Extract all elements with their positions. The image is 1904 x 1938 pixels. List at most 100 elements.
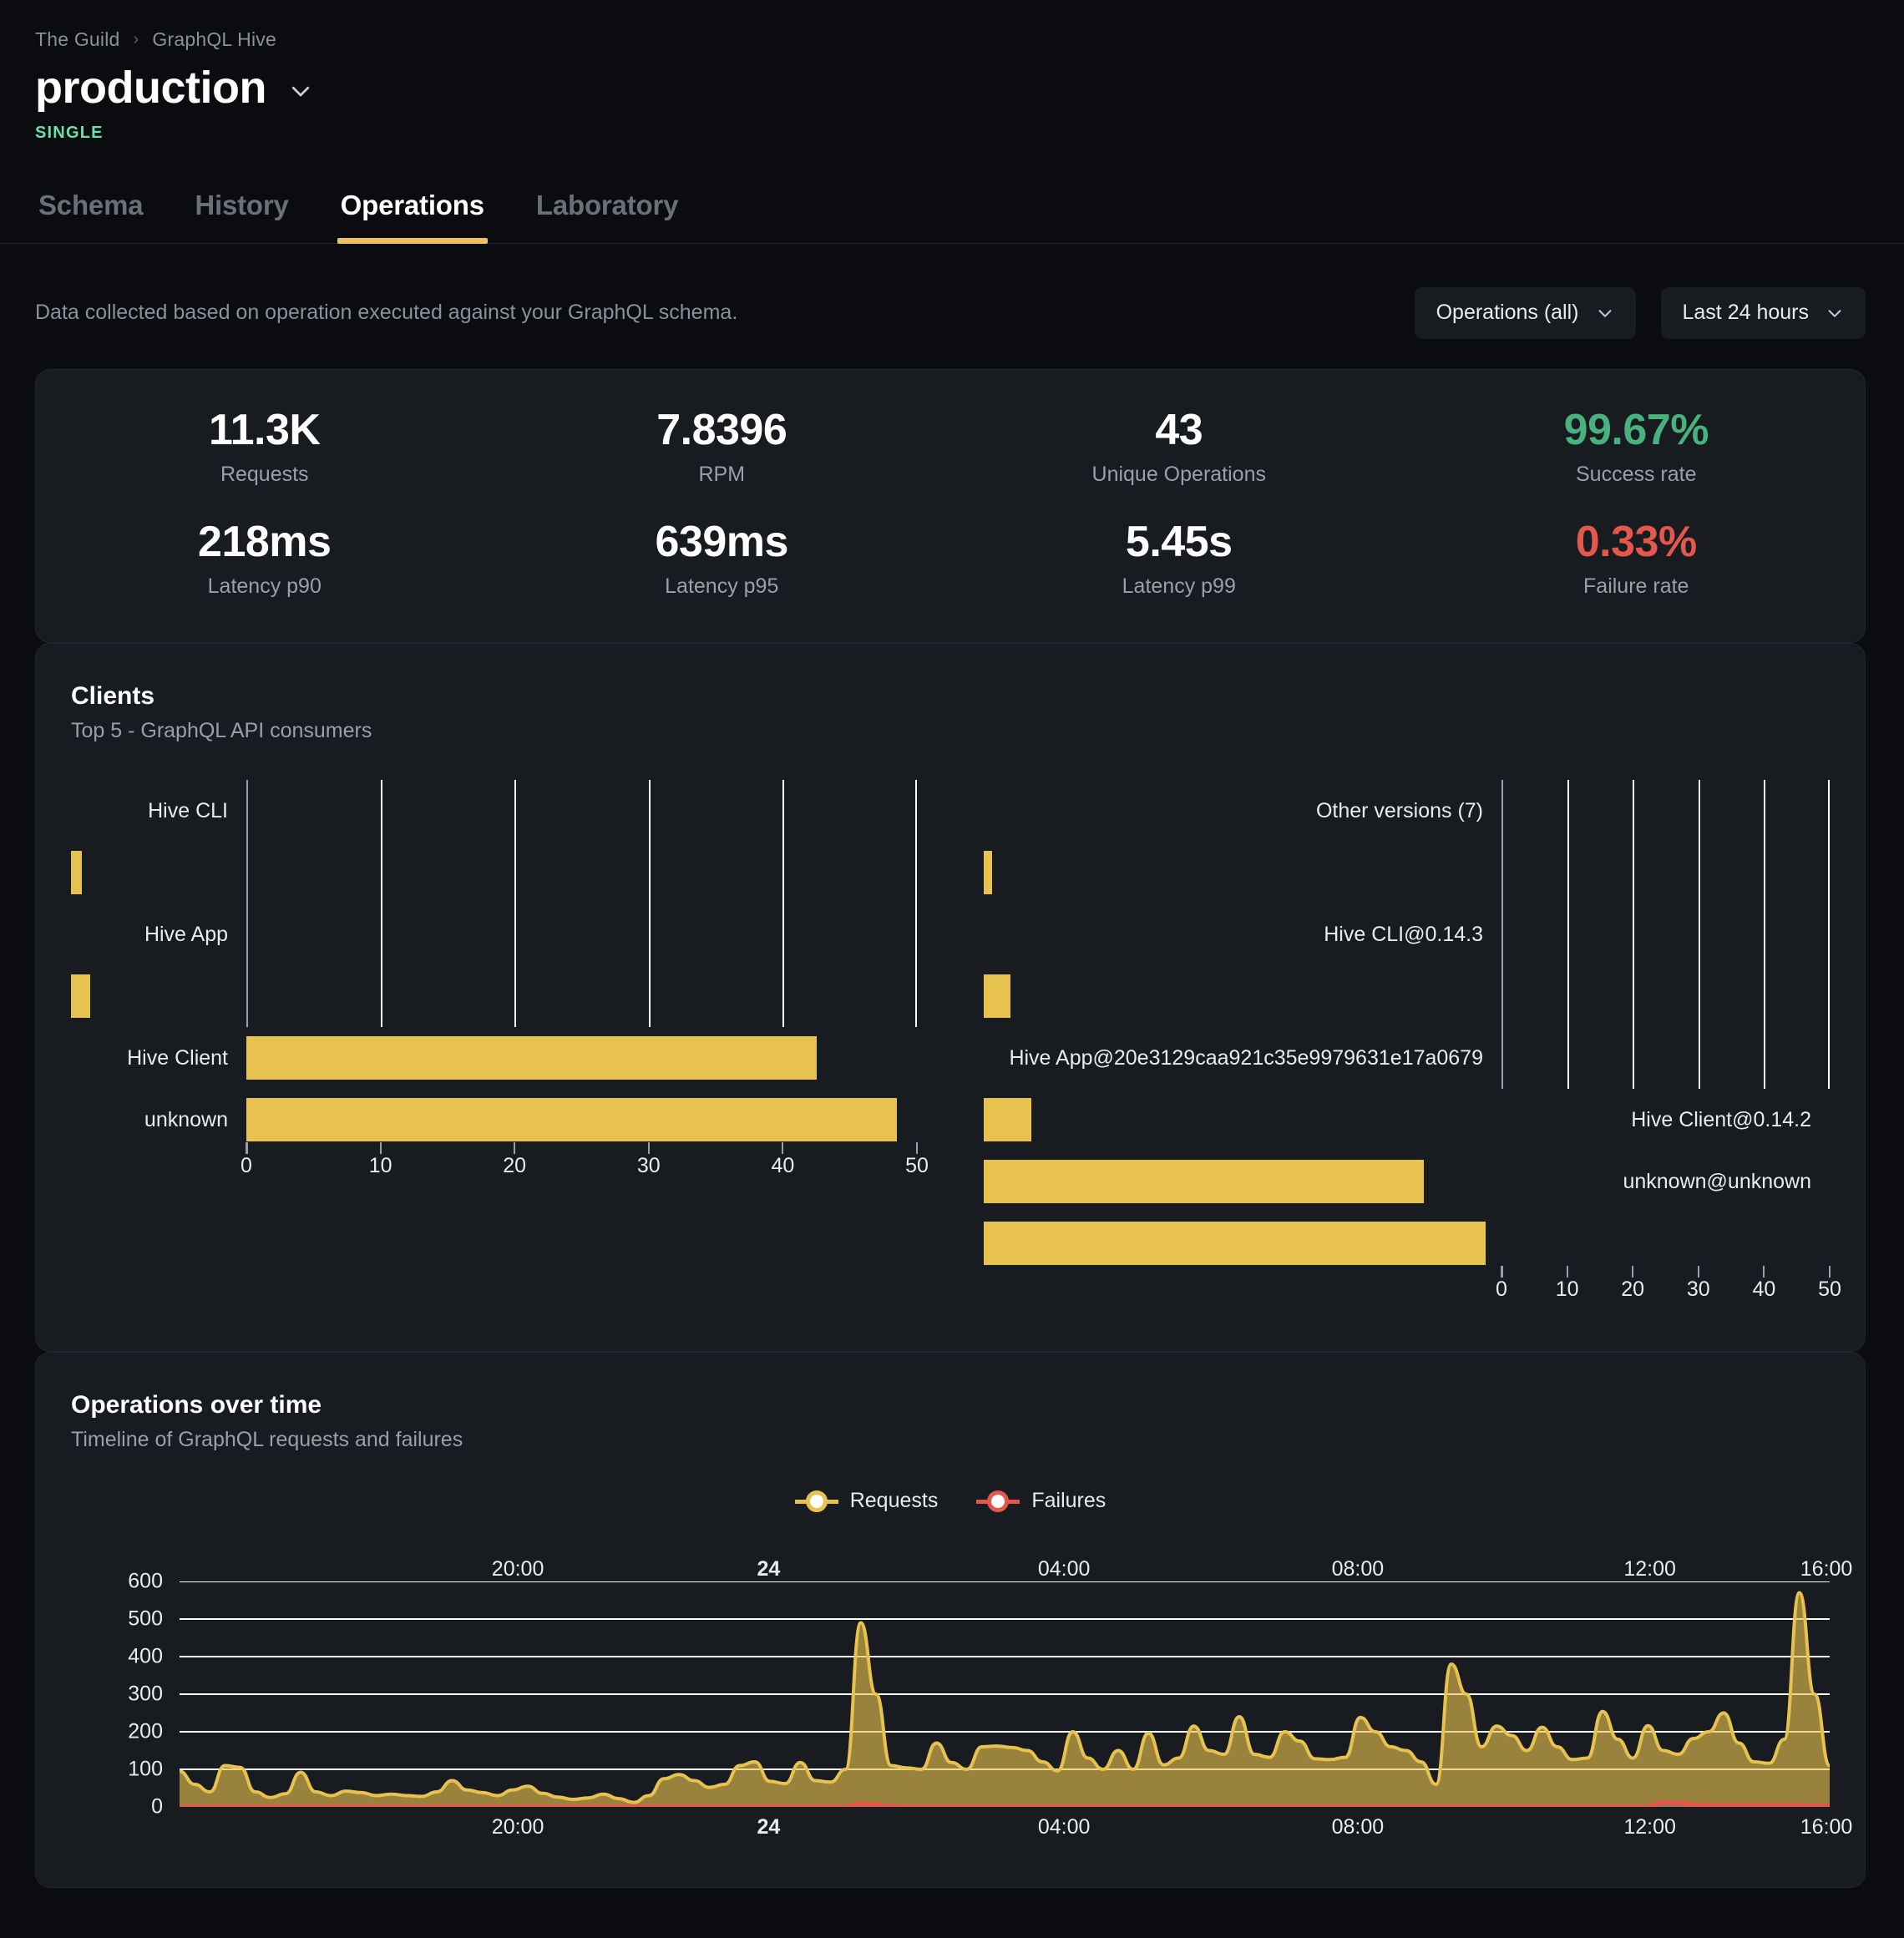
axis-tickmark (1566, 1266, 1568, 1278)
stat-latency-p99: 5.45s Latency p99 (950, 517, 1408, 599)
bar-chart-x-axis: 0 10 20 30 40 50 (984, 1266, 1841, 1318)
bar-fill (984, 1222, 1486, 1266)
bar-fill (984, 851, 992, 895)
axis-tickmark (1632, 1266, 1634, 1278)
target-title-row: production (35, 64, 1904, 112)
tab-laboratory[interactable]: Laboratory (535, 189, 679, 220)
bar-row[interactable] (984, 842, 1501, 903)
stat-requests: 11.3K Requests (36, 405, 494, 487)
chevron-down-icon (1826, 304, 1844, 322)
bar-row[interactable] (246, 1027, 917, 1089)
clients-bar-chart: Hive CLI Hive App Hive Client unknown 0 10 20 3… (71, 780, 950, 1318)
legend-marker-icon (976, 1490, 1020, 1512)
stat-label: Requests (220, 463, 309, 487)
bar-label: unknown@unknown (1623, 1169, 1811, 1193)
client-versions-bar-chart: Other versions (7) Hive CLI@0.14.3 Hive Ap… (950, 780, 1841, 1318)
bar-row[interactable] (71, 965, 246, 1027)
axis-tick-label: 30 (636, 1154, 661, 1178)
timeline-y-tick-label: 500 (128, 1607, 163, 1631)
timeline-gridlines (180, 1581, 1830, 1769)
timeline-x-tick-label: 08:00 (1331, 1815, 1385, 1839)
bar-row[interactable] (984, 965, 1501, 1027)
stat-success-rate: 99.67% Success rate (1408, 405, 1866, 487)
axis-tickmark (916, 1142, 918, 1155)
axis-tick-label: 50 (1818, 1278, 1841, 1302)
operations-filter-select[interactable]: Operations (all) (1414, 286, 1636, 339)
gridlines (246, 780, 917, 1028)
gridlines (1501, 780, 1830, 1090)
tabs-bar: Schema History Operations Laboratory (0, 190, 1904, 244)
bar-row[interactable] (984, 1151, 1501, 1212)
axis-tickmark (1829, 1266, 1831, 1278)
timeline-x-tick-label: 20:00 (491, 1557, 544, 1581)
axis-tick-label: 10 (368, 1154, 392, 1178)
bar-row[interactable] (984, 1212, 1501, 1274)
stat-value: 43 (1155, 405, 1203, 454)
axis-tickmark (1697, 1266, 1699, 1278)
timeline-x-tick-label: 24 (757, 1815, 781, 1839)
bar-row[interactable] (246, 1089, 917, 1151)
breadcrumb-org[interactable]: The Guild (35, 28, 120, 50)
period-filter-select[interactable]: Last 24 hours (1660, 286, 1866, 339)
bar-row[interactable] (984, 1089, 1501, 1151)
timeline-y-axis: 0 100 200 300 400 500 600 (71, 1570, 180, 1819)
timeline-svg (180, 1581, 1830, 1808)
stat-value: 99.67% (1563, 405, 1709, 454)
bar-fill (246, 1036, 817, 1080)
operations-over-time-title: Operations over time (71, 1391, 322, 1419)
operations-filter-value: Operations (all) (1436, 301, 1579, 325)
bar-chart-x-axis: 0 10 20 30 40 50 (71, 1142, 929, 1194)
gridline (1698, 780, 1700, 1090)
timeline-x-tick-label: 24 (757, 1557, 781, 1581)
legend-item-requests[interactable]: Requests (794, 1489, 939, 1513)
timeline-y-tick-label: 100 (128, 1757, 163, 1781)
legend-marker-icon (794, 1490, 838, 1512)
gridline (648, 780, 651, 1028)
bar-fill (984, 1098, 1032, 1142)
legend-label: Failures (1031, 1489, 1106, 1513)
legend-item-failures[interactable]: Failures (976, 1489, 1106, 1513)
bottom-spacer (0, 1888, 1904, 1938)
gridline (1764, 780, 1766, 1090)
axis-tickmark (647, 1142, 650, 1155)
timeline-plot[interactable] (180, 1581, 1830, 1808)
stat-label: Success rate (1575, 463, 1697, 487)
timeline-y-tick-label: 200 (128, 1719, 163, 1743)
tab-history[interactable]: History (195, 189, 289, 220)
timeline-y-tick-label: 600 (128, 1569, 163, 1593)
gridline (246, 780, 248, 1028)
axis-tick-label: 10 (1555, 1278, 1579, 1302)
legend-label: Requests (849, 1489, 939, 1513)
axis-tick-label: 30 (1686, 1278, 1710, 1302)
stat-failure-rate: 0.33% Failure rate (1408, 517, 1866, 599)
timeline-y-tick-label: 400 (128, 1644, 163, 1668)
timeline-x-tick-label: 12:00 (1623, 1557, 1676, 1581)
chevron-down-icon[interactable] (288, 78, 313, 104)
stat-label: Unique Operations (1091, 463, 1266, 487)
bar-fill (984, 1160, 1424, 1204)
requests-line (180, 1593, 1830, 1803)
bar-row[interactable] (71, 842, 246, 903)
bar-label: Hive CLI (148, 798, 228, 822)
clients-card: Clients Top 5 - GraphQL API consumers Hi… (35, 643, 1866, 1353)
tab-operations[interactable]: Operations (337, 190, 489, 244)
stats-card: 11.3K Requests 7.8396 RPM 43 Unique Oper… (35, 368, 1866, 644)
chevron-down-icon (1596, 304, 1614, 322)
bar-label: Hive App@20e3129caa921c35e9979631e17a067… (1009, 1045, 1483, 1070)
toolbar-description: Data collected based on operation execut… (35, 301, 738, 325)
axis-tick-label: 40 (771, 1154, 795, 1178)
axis-tick-label: 0 (1496, 1278, 1507, 1302)
stat-value: 11.3K (209, 405, 321, 454)
chart-legend: Requests Failures (71, 1489, 1830, 1513)
toolbar-controls: Operations (all) Last 24 hours (1414, 286, 1866, 339)
breadcrumb-project[interactable]: GraphQL Hive (152, 28, 276, 50)
gridline (1828, 780, 1830, 1090)
stat-label: Latency p95 (665, 574, 779, 599)
stat-label: Latency p90 (207, 574, 322, 599)
timeline-x-axis-bottom: 20:00 24 04:00 08:00 12:00 16:00 (180, 1815, 1853, 1854)
axis-tick-label: 20 (1621, 1278, 1645, 1302)
tab-schema[interactable]: Schema (38, 189, 144, 220)
bar-label: Other versions (7) (1315, 798, 1483, 822)
tabs: Schema History Operations Laboratory (0, 189, 1904, 244)
